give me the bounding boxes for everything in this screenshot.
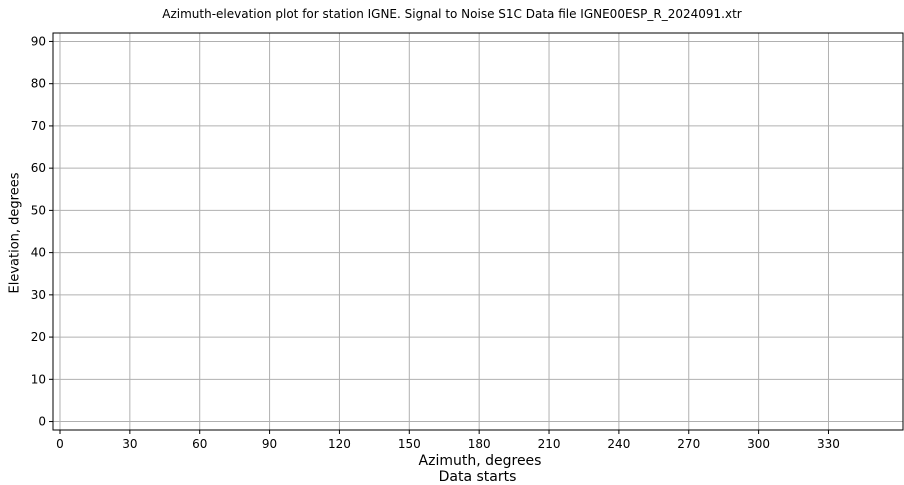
x-tick-label: 120 — [328, 437, 351, 451]
x-tick-label: 330 — [817, 437, 840, 451]
y-tick-label: 70 — [31, 119, 46, 133]
grid-lines — [53, 33, 903, 430]
y-tick-label: 40 — [31, 246, 46, 260]
y-tick-label: 90 — [31, 34, 46, 48]
y-axis-ticks: 0 10 20 30 40 50 60 70 80 90 — [31, 34, 53, 429]
y-tick-label: 0 — [38, 415, 46, 429]
y-tick-label: 60 — [31, 161, 46, 175]
x-axis-label: Azimuth, degrees — [418, 453, 542, 469]
x-tick-label: 240 — [607, 437, 630, 451]
x-tick-label: 90 — [262, 437, 277, 451]
y-axis-label: Elevation, degrees — [7, 172, 23, 294]
axes-frame — [52, 32, 904, 431]
chart-title: Azimuth-elevation plot for station IGNE.… — [162, 7, 742, 21]
data-starts-note: Data starts — [438, 469, 517, 485]
x-tick-label: 180 — [468, 437, 491, 451]
x-axis-ticks: 0 30 60 90 120 150 180 210 240 270 300 330 — [56, 430, 840, 451]
y-tick-label: 30 — [31, 288, 46, 302]
x-tick-label: 0 — [56, 437, 64, 451]
y-tick-label: 50 — [31, 203, 46, 217]
y-tick-label: 80 — [31, 77, 46, 91]
x-tick-label: 300 — [747, 437, 770, 451]
x-tick-label: 270 — [677, 437, 700, 451]
y-tick-label: 10 — [31, 372, 46, 386]
y-tick-label: 20 — [31, 330, 46, 344]
x-tick-label: 60 — [192, 437, 207, 451]
x-tick-label: 150 — [398, 437, 421, 451]
x-tick-label: 210 — [538, 437, 561, 451]
x-tick-label: 30 — [122, 437, 137, 451]
